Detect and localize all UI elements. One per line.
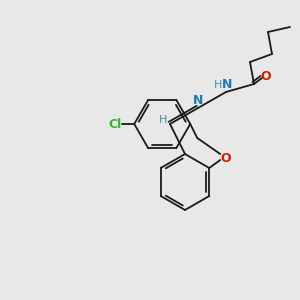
Text: O: O	[220, 152, 231, 164]
Text: N: N	[193, 94, 203, 107]
Text: H: H	[214, 80, 222, 90]
Text: O: O	[261, 70, 271, 83]
Text: N: N	[222, 79, 232, 92]
Text: H: H	[159, 115, 167, 125]
Text: Cl: Cl	[109, 118, 122, 130]
